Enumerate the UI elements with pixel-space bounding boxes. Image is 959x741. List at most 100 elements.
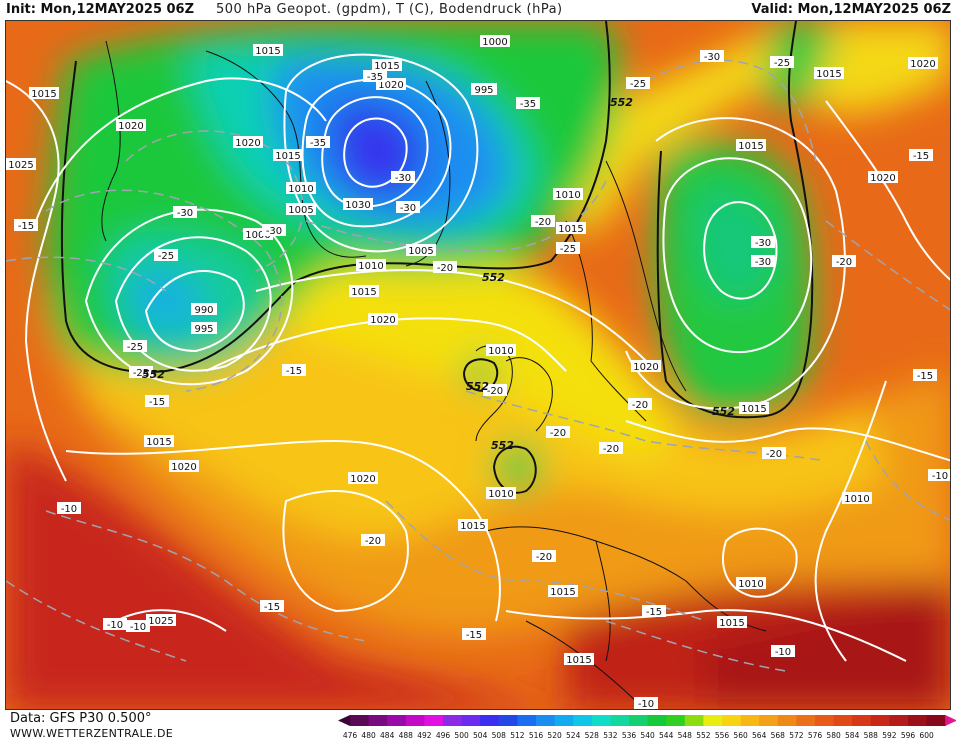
- legend-tick-label: 548: [678, 731, 693, 740]
- svg-text:1030: 1030: [345, 200, 370, 211]
- svg-text:-25: -25: [630, 79, 646, 90]
- svg-text:-15: -15: [913, 151, 929, 162]
- temperature-label: -25: [129, 366, 153, 379]
- pressure-label: 1015: [253, 44, 283, 57]
- isobars: [6, 53, 950, 662]
- svg-text:1010: 1010: [288, 184, 313, 195]
- color-legend: 476 480 484 488 492 496 500 504 508 512 516 520 524 5…: [338, 715, 956, 740]
- svg-text:-20: -20: [365, 536, 381, 547]
- temperature-label: -25: [123, 340, 147, 353]
- legend-tick-label: 544: [659, 731, 674, 740]
- legend-swatch: [740, 715, 760, 726]
- svg-text:-20: -20: [535, 217, 551, 228]
- pressure-label: 1020: [348, 472, 378, 485]
- svg-text:-30: -30: [266, 226, 282, 237]
- pressure-label: 1015: [458, 519, 488, 532]
- map-panel: 1015 1000 1015 1020 995 1015 1020 1025 1…: [5, 20, 951, 710]
- pressure-label: 1010: [486, 344, 516, 357]
- svg-text:-30: -30: [755, 238, 771, 249]
- temperature-labels: -30 -25 -35 -35 -35 -30 -30 -30 -30 -25 …: [14, 50, 950, 710]
- legend-arrow-left: [338, 715, 350, 726]
- pressure-label: 1015: [556, 222, 586, 235]
- temperature-label: -25: [556, 242, 580, 255]
- pressure-label: 1015: [564, 653, 594, 666]
- legend-swatch: [796, 715, 816, 726]
- svg-text:-30: -30: [755, 257, 771, 268]
- legend-tick-label: 492: [417, 731, 432, 740]
- legend-swatch: [498, 715, 518, 726]
- legend-swatch: [387, 715, 407, 726]
- svg-text:-15: -15: [264, 602, 280, 613]
- legend-tick-label: 540: [640, 731, 655, 740]
- legend-tick-label: 520: [547, 731, 562, 740]
- svg-text:1015: 1015: [351, 287, 376, 298]
- svg-text:1005: 1005: [408, 246, 433, 257]
- temperature-label: -30: [262, 224, 286, 237]
- pressure-label: 1015: [736, 139, 766, 152]
- legend-tick-label: 568: [771, 731, 786, 740]
- legend-swatch: [480, 715, 500, 726]
- svg-text:1020: 1020: [633, 362, 658, 373]
- temperature-label: -30: [391, 171, 415, 184]
- legend-ticks: 476 480 484 488 492 496 500 504 508 512 516 520 524 5…: [343, 731, 934, 740]
- pressure-label: 1005: [406, 244, 436, 257]
- svg-text:-20: -20: [536, 552, 552, 563]
- temperature-label: -10: [634, 697, 658, 710]
- legend-swatch: [833, 715, 853, 726]
- temperature-label: -30: [700, 50, 724, 63]
- pressure-label: 1020: [368, 313, 398, 326]
- svg-text:-20: -20: [487, 386, 503, 397]
- svg-text:-20: -20: [766, 449, 782, 460]
- legend-tick-label: 484: [380, 731, 395, 740]
- pressure-labels: 1015 1000 1015 1020 995 1015 1020 1025 1…: [6, 35, 938, 666]
- map-svg: 1015 1000 1015 1020 995 1015 1020 1025 1…: [6, 21, 950, 710]
- website-label: WWW.WETTERZENTRALE.DE: [10, 727, 173, 740]
- temperature-label: -30: [751, 236, 775, 249]
- temperature-label: -25: [154, 249, 178, 262]
- svg-text:1015: 1015: [738, 141, 763, 152]
- pressure-label: 1000: [480, 35, 510, 48]
- svg-text:-20: -20: [550, 428, 566, 439]
- temperature-label: -15: [642, 605, 666, 618]
- legend-swatch: [684, 715, 704, 726]
- svg-text:1015: 1015: [146, 437, 171, 448]
- svg-text:1020: 1020: [118, 121, 143, 132]
- pressure-label: 995: [191, 322, 217, 335]
- pressure-label: 1015: [739, 402, 769, 415]
- valid-time: Valid: Mon,12MAY2025 06Z: [751, 2, 951, 17]
- temperature-label: -25: [770, 56, 794, 69]
- pressure-label: 1015: [349, 285, 379, 298]
- legend-arrow-right: [945, 715, 956, 726]
- pressure-label: 1020: [868, 171, 898, 184]
- legend-tick-label: 592: [882, 731, 897, 740]
- temperature-label: -15: [462, 628, 486, 641]
- svg-text:1010: 1010: [844, 494, 869, 505]
- legend-swatch: [554, 715, 574, 726]
- svg-text:-25: -25: [158, 251, 174, 262]
- legend-swatch: [889, 715, 909, 726]
- svg-text:1015: 1015: [566, 655, 591, 666]
- svg-text:1020: 1020: [870, 173, 895, 184]
- legend-tick-label: 596: [901, 731, 916, 740]
- legend-tick-label: 552: [696, 731, 711, 740]
- legend-tick-label: 532: [603, 731, 618, 740]
- legend-tick-label: 600: [919, 731, 934, 740]
- svg-text:1020: 1020: [171, 462, 196, 473]
- legend-swatch: [424, 715, 444, 726]
- geopotential-label: 552: [482, 271, 505, 284]
- temperature-label: -20: [628, 398, 652, 411]
- legend-tick-label: 524: [566, 731, 581, 740]
- svg-text:-25: -25: [133, 368, 149, 379]
- legend-swatch: [536, 715, 556, 726]
- legend-swatch: [852, 715, 872, 726]
- legend-swatch: [908, 715, 928, 726]
- svg-text:-35: -35: [310, 138, 326, 149]
- legend-swatch: [666, 715, 686, 726]
- svg-text:990: 990: [194, 305, 213, 316]
- pressure-label: 1010: [553, 188, 583, 201]
- legend-swatch: [368, 715, 388, 726]
- svg-text:1005: 1005: [288, 205, 313, 216]
- svg-text:-30: -30: [704, 52, 720, 63]
- svg-text:-10: -10: [638, 699, 654, 710]
- pressure-label: 1030: [343, 198, 373, 211]
